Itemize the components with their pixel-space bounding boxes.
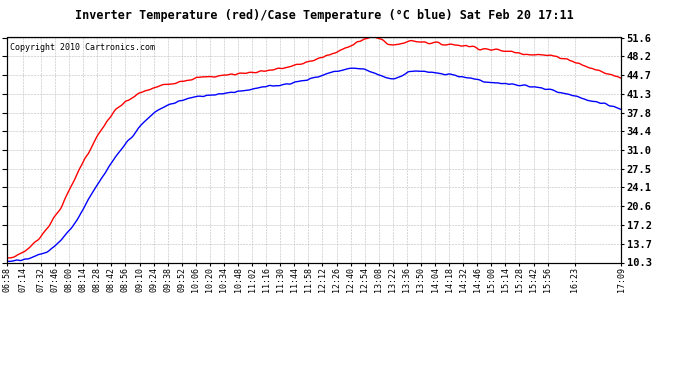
Text: Copyright 2010 Cartronics.com: Copyright 2010 Cartronics.com <box>10 43 155 52</box>
Text: Inverter Temperature (red)/Case Temperature (°C blue) Sat Feb 20 17:11: Inverter Temperature (red)/Case Temperat… <box>75 9 573 22</box>
